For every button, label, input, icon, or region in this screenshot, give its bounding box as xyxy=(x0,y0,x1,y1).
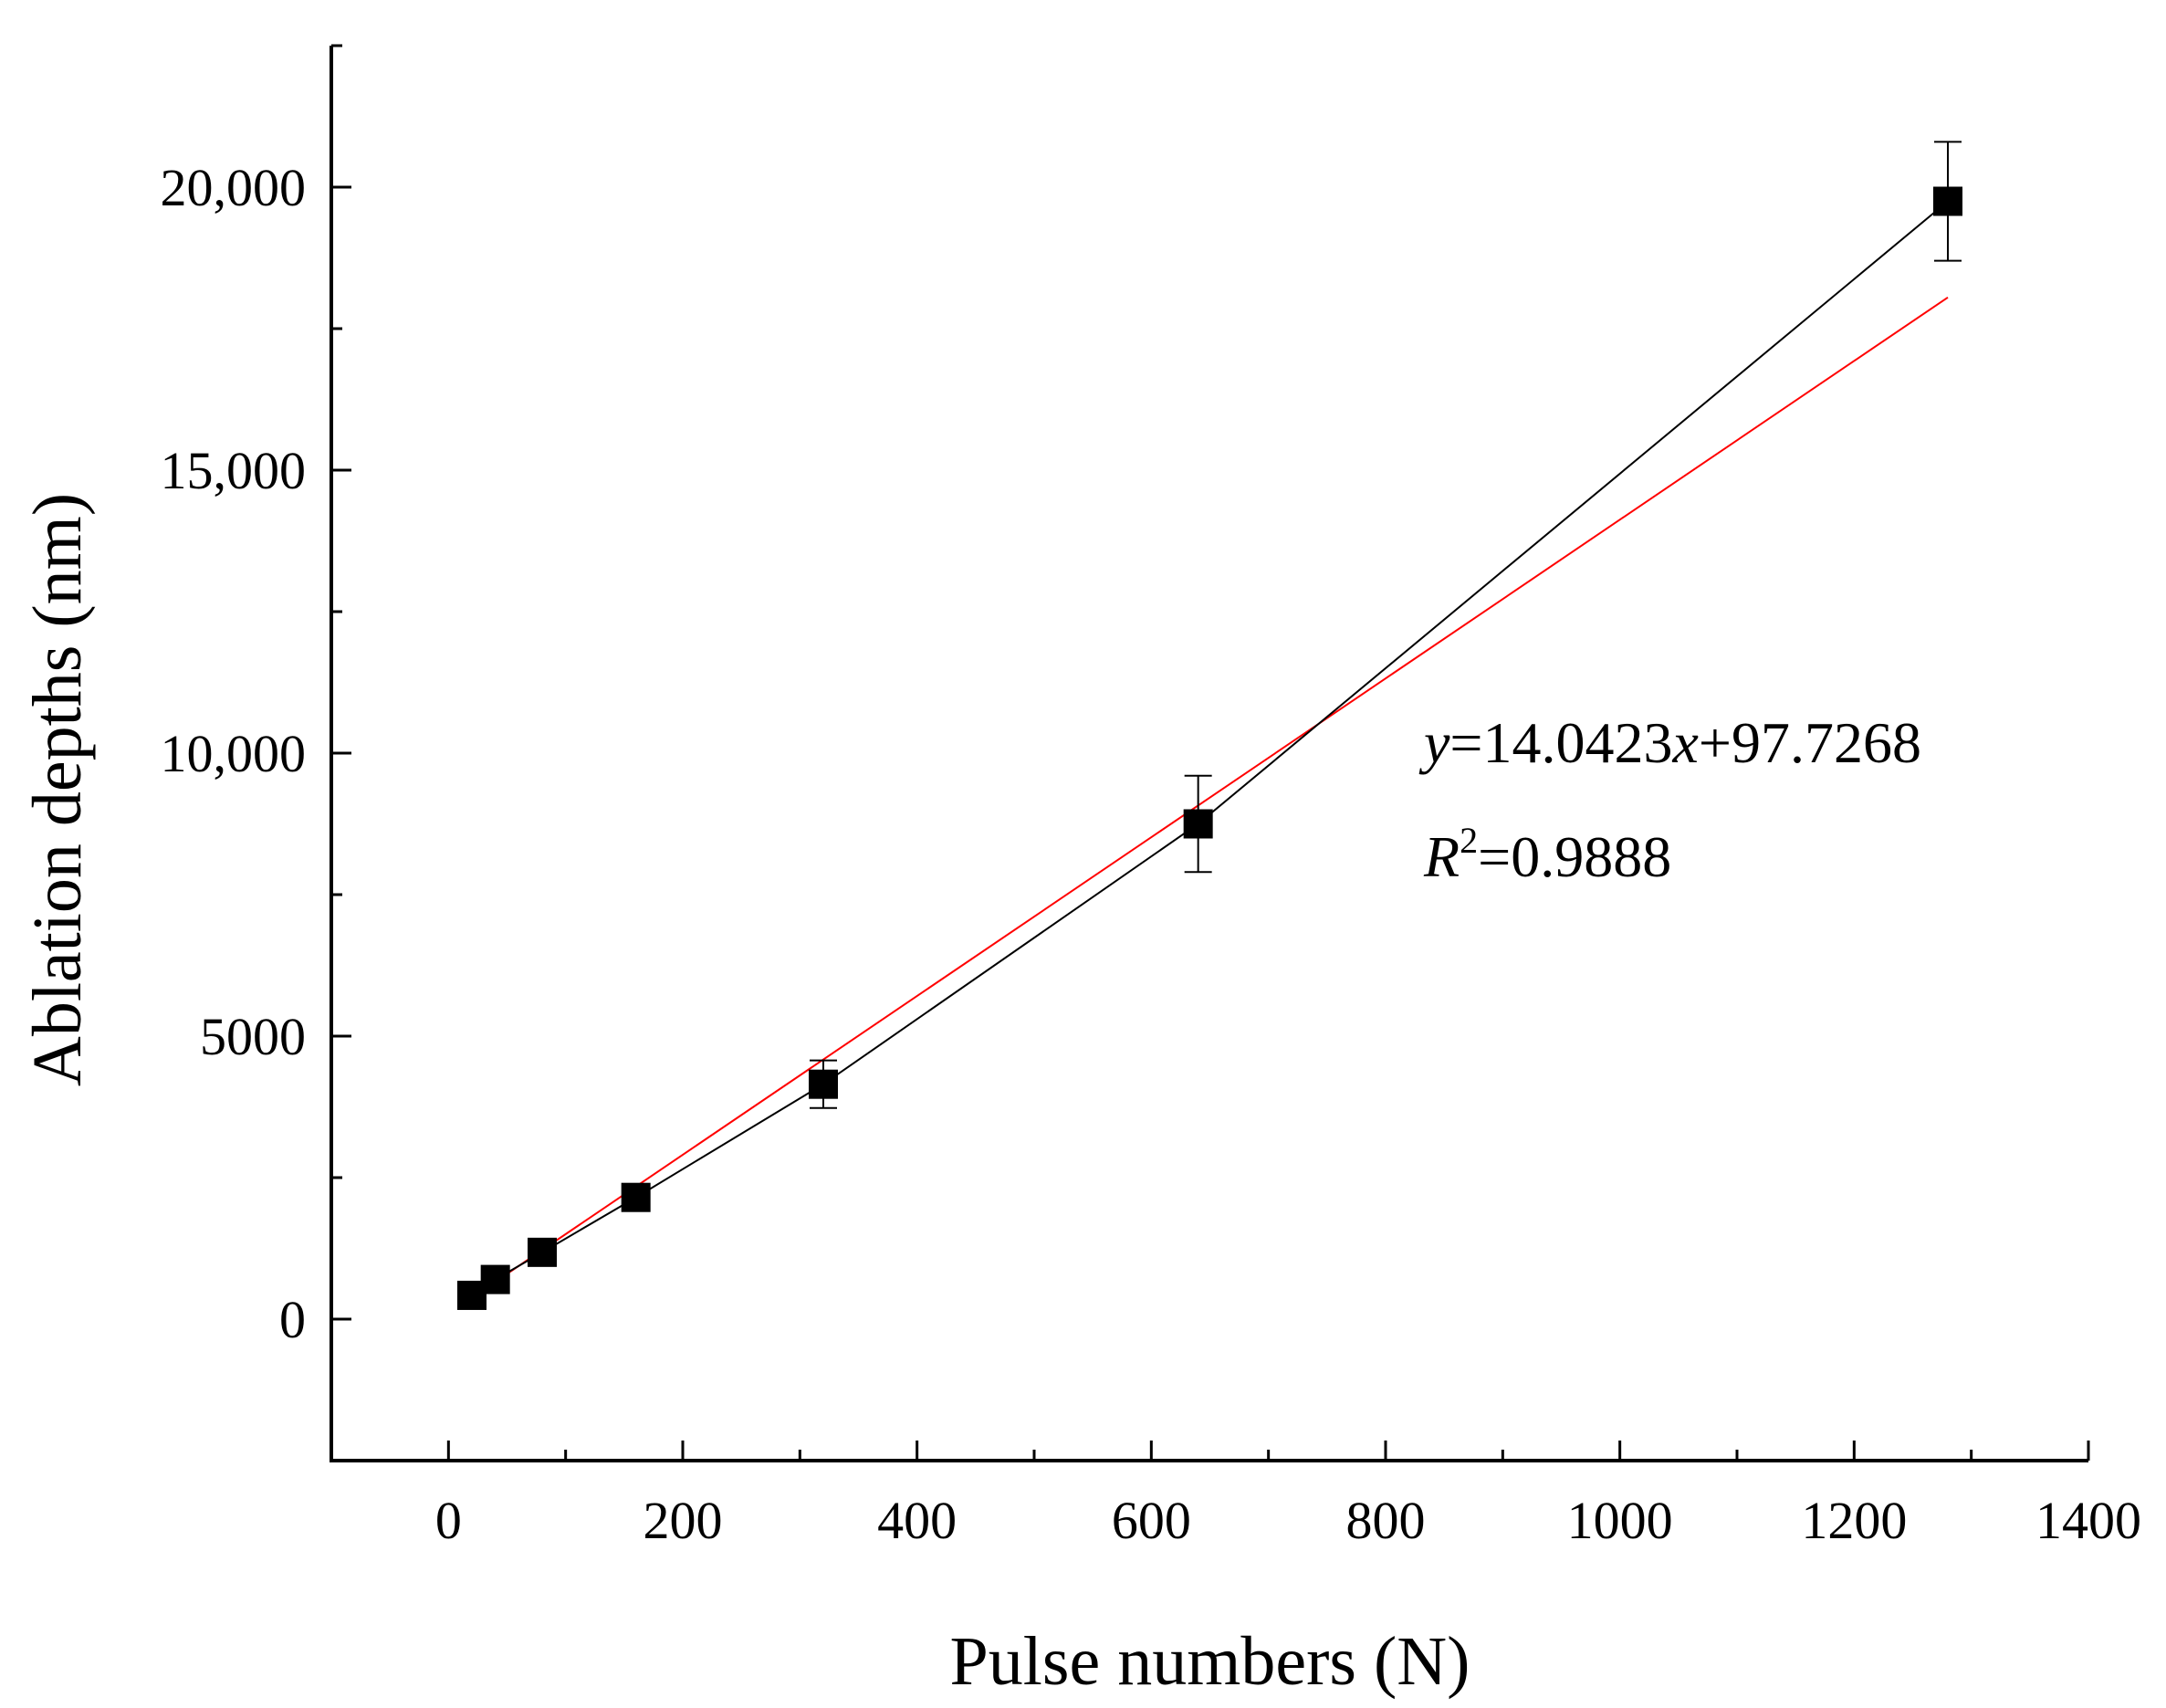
y-tick-label: 0 xyxy=(279,1290,306,1349)
data-point xyxy=(809,1069,838,1099)
data-point xyxy=(528,1237,557,1267)
x-tick-label: 1000 xyxy=(1567,1491,1673,1550)
fit-annotation: y=14.0423x+97.7268 R2=0.9888 xyxy=(1418,710,1921,889)
data-point xyxy=(480,1264,510,1294)
x-tick-label: 600 xyxy=(1112,1491,1191,1550)
x-tick-label: 400 xyxy=(877,1491,957,1550)
r-squared-symbol: R xyxy=(1423,824,1460,889)
x-tick-label: 800 xyxy=(1346,1491,1426,1550)
fit-eq-y: y xyxy=(1418,710,1450,775)
fit-eq-intercept: +97.7268 xyxy=(1699,710,1921,775)
data-point xyxy=(621,1182,651,1212)
x-axis-title: Pulse numbers (N) xyxy=(950,1623,1470,1700)
fit-eq-x: x xyxy=(1672,710,1699,775)
data-layer xyxy=(457,141,1962,1310)
data-point xyxy=(1933,186,1962,216)
r-squared-exponent: 2 xyxy=(1460,820,1478,861)
y-axis-title: Ablation depths (nm) xyxy=(19,493,96,1086)
x-tick-label: 1200 xyxy=(1801,1491,1907,1550)
data-point xyxy=(1183,809,1213,839)
r-squared: R2=0.9888 xyxy=(1423,820,1671,889)
y-tick-label: 5000 xyxy=(200,1007,306,1066)
y-tick-label: 10,000 xyxy=(161,724,307,783)
fit-eq-slope: =14.0423 xyxy=(1449,710,1672,775)
y-tick-label: 20,000 xyxy=(161,158,307,217)
fit-line-layer xyxy=(471,296,1949,1299)
axes xyxy=(330,44,2090,1462)
x-tick-label: 200 xyxy=(644,1491,723,1550)
fit-equation: y=14.0423x+97.7268 xyxy=(1418,710,1921,775)
r-squared-value: =0.9888 xyxy=(1478,824,1671,889)
x-tick-label: 1400 xyxy=(2035,1491,2141,1550)
y-tick-label: 15,000 xyxy=(161,441,307,500)
x-tick-label: 0 xyxy=(435,1491,462,1550)
labels: 0 200 400 600 800 1000 1200 1400 0 5000 10,000 15,0… xyxy=(19,158,2141,1700)
fit-line xyxy=(471,296,1949,1299)
